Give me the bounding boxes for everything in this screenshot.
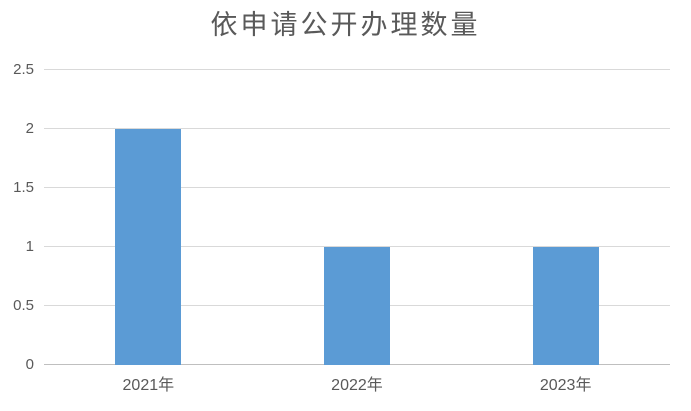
gridline bbox=[44, 246, 670, 247]
gridline bbox=[44, 187, 670, 188]
y-axis-tick-label: 2 bbox=[25, 120, 34, 137]
y-axis-tick-label: 0 bbox=[25, 356, 34, 373]
x-axis-tick-label: 2022年 bbox=[331, 377, 383, 394]
chart-title: 依申请公开办理数量 bbox=[210, 10, 481, 40]
bar-2021年 bbox=[115, 129, 182, 365]
y-axis-tick-label: 2.5 bbox=[13, 61, 34, 78]
bar-2023年 bbox=[532, 247, 599, 365]
gridline bbox=[44, 69, 670, 70]
y-axis-tick-label: 1.5 bbox=[13, 179, 34, 196]
gridline bbox=[44, 128, 670, 129]
y-axis-tick-label: 0.5 bbox=[13, 297, 34, 314]
x-axis-tick-label: 2023年 bbox=[539, 377, 592, 394]
x-axis-tick-label: 2021年 bbox=[122, 377, 175, 394]
bar-2022年 bbox=[324, 247, 390, 365]
y-axis-tick-label: 1 bbox=[25, 238, 34, 255]
